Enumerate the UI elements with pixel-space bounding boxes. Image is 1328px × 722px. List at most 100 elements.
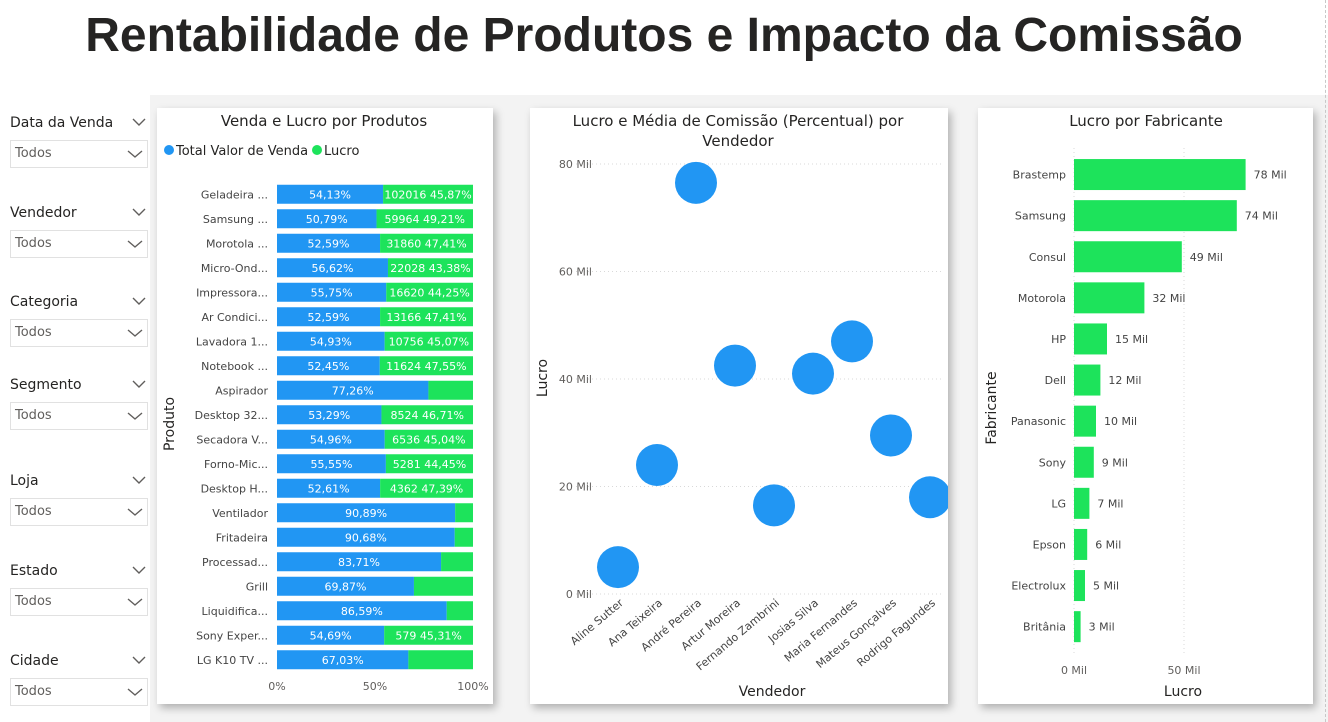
bar-lucro[interactable] bbox=[447, 601, 473, 620]
bar-lucro[interactable] bbox=[1074, 529, 1087, 560]
slicer-header[interactable]: Loja bbox=[10, 470, 148, 492]
category-label: Samsung bbox=[1015, 210, 1066, 223]
bar-lucro[interactable] bbox=[1074, 323, 1107, 354]
data-label-venda: 90,89% bbox=[345, 507, 387, 520]
data-label-venda: 52,59% bbox=[308, 311, 350, 324]
data-label-venda: 69,87% bbox=[324, 580, 366, 593]
bar-lucro[interactable] bbox=[408, 650, 473, 669]
bar-lucro[interactable] bbox=[1074, 570, 1085, 601]
slicer-label: Estado bbox=[10, 563, 58, 579]
lucro-comissao-chart: Lucro e Média de Comissão (Percentual) p… bbox=[530, 108, 948, 704]
data-label: 78 Mil bbox=[1254, 169, 1287, 182]
bar-lucro[interactable] bbox=[455, 528, 473, 547]
slicer-label: Cidade bbox=[10, 653, 59, 669]
slicer-dropdown[interactable]: Todos bbox=[10, 678, 148, 706]
bar-lucro[interactable] bbox=[441, 552, 473, 571]
slicer-header[interactable]: Estado bbox=[10, 560, 148, 582]
slicer-dropdown[interactable]: Todos bbox=[10, 319, 148, 347]
chevron-down-icon bbox=[127, 328, 143, 338]
bar-lucro[interactable] bbox=[1074, 406, 1096, 437]
slicer-header[interactable]: Data da Venda bbox=[10, 112, 148, 134]
scatter-point[interactable] bbox=[597, 546, 639, 588]
slicer-dropdown[interactable]: Todos bbox=[10, 588, 148, 616]
category-label: Aspirador bbox=[215, 384, 268, 397]
slicer-label: Data da Venda bbox=[10, 115, 113, 131]
data-label-venda: 54,13% bbox=[309, 188, 351, 201]
category-label: Micro-Ond... bbox=[201, 262, 268, 275]
data-label-venda: 54,69% bbox=[310, 629, 352, 642]
slicer-value: Todos bbox=[15, 594, 52, 609]
data-label-venda: 54,93% bbox=[310, 335, 352, 348]
chevron-down-icon[interactable] bbox=[132, 379, 146, 389]
category-label: Notebook ... bbox=[201, 360, 268, 373]
category-label: Impressora... bbox=[196, 286, 268, 299]
scatter-point[interactable] bbox=[636, 444, 678, 486]
chevron-down-icon[interactable] bbox=[132, 565, 146, 575]
bar-lucro[interactable] bbox=[1074, 611, 1081, 642]
bar-lucro[interactable] bbox=[455, 503, 473, 522]
bar-lucro[interactable] bbox=[428, 381, 473, 400]
bar-lucro[interactable] bbox=[1074, 282, 1144, 313]
category-label: Electrolux bbox=[1011, 580, 1066, 593]
scatter-point[interactable] bbox=[870, 414, 912, 456]
bar-lucro[interactable] bbox=[1074, 447, 1094, 478]
slicer-header[interactable]: Categoria bbox=[10, 291, 148, 313]
chevron-down-icon[interactable] bbox=[132, 475, 146, 485]
data-label-venda: 83,71% bbox=[338, 556, 380, 569]
chevron-down-icon[interactable] bbox=[132, 207, 146, 217]
chevron-down-icon bbox=[127, 687, 143, 697]
scatter-point[interactable] bbox=[714, 345, 756, 387]
data-label-lucro: 31860 47,41% bbox=[386, 237, 466, 250]
lucro-fabricante-chart: Lucro por Fabricante Fabricante Lucro 0 … bbox=[978, 108, 1313, 704]
data-label: 5 Mil bbox=[1093, 580, 1119, 593]
data-label-venda: 52,59% bbox=[308, 237, 350, 250]
scatter-point[interactable] bbox=[831, 320, 873, 362]
slicer-dropdown[interactable]: Todos bbox=[10, 140, 148, 168]
chevron-down-icon bbox=[127, 149, 143, 159]
slicer-dropdown[interactable]: Todos bbox=[10, 230, 148, 258]
chart-title: Venda e Lucro por Produtos bbox=[221, 112, 427, 130]
data-label-venda: 55,75% bbox=[311, 286, 353, 299]
data-label-venda: 52,61% bbox=[308, 482, 350, 495]
x-tick-50: 50% bbox=[363, 680, 387, 693]
slicer-dropdown[interactable]: Todos bbox=[10, 402, 148, 430]
category-label: Processad... bbox=[202, 556, 268, 569]
slicer-dropdown[interactable]: Todos bbox=[10, 498, 148, 526]
bar-lucro[interactable] bbox=[1074, 200, 1237, 231]
scatter-point[interactable] bbox=[909, 476, 948, 518]
slicer-label: Segmento bbox=[10, 377, 82, 393]
slicer-header[interactable]: Vendedor bbox=[10, 202, 148, 224]
chevron-down-icon[interactable] bbox=[132, 296, 146, 306]
data-label-lucro: 59964 49,21% bbox=[385, 213, 465, 226]
category-label: Fritadeira bbox=[216, 531, 268, 544]
legend-label-venda[interactable]: Total Valor de Venda bbox=[175, 144, 308, 159]
slicer-value: Todos bbox=[15, 684, 52, 699]
category-label: Britânia bbox=[1023, 621, 1066, 634]
legend-label-lucro[interactable]: Lucro bbox=[324, 144, 359, 159]
slicer-header[interactable]: Segmento bbox=[10, 374, 148, 396]
category-label: Desktop H... bbox=[201, 482, 268, 495]
bar-lucro[interactable] bbox=[1074, 488, 1089, 519]
slicer-estado: Estado Todos bbox=[10, 560, 148, 616]
category-label: Consul bbox=[1029, 251, 1066, 264]
chevron-down-icon[interactable] bbox=[132, 117, 146, 127]
data-label-lucro: 22028 43,38% bbox=[390, 262, 470, 275]
bar-lucro[interactable] bbox=[414, 577, 473, 596]
category-label: Forno-Mic... bbox=[204, 458, 268, 471]
chevron-down-icon[interactable] bbox=[132, 655, 146, 665]
scatter-point[interactable] bbox=[792, 353, 834, 395]
bar-lucro[interactable] bbox=[1074, 241, 1182, 272]
slicer-header[interactable]: Cidade bbox=[10, 650, 148, 672]
x-tick-0: 0% bbox=[268, 680, 285, 693]
bar-lucro[interactable] bbox=[1074, 365, 1100, 396]
category-label: Secadora V... bbox=[196, 433, 268, 446]
category-label: HP bbox=[1051, 333, 1066, 346]
scatter-point[interactable] bbox=[675, 162, 717, 204]
legend-marker-venda bbox=[164, 145, 174, 155]
slicer-value: Todos bbox=[15, 146, 52, 161]
category-label: Motorola bbox=[1018, 292, 1066, 305]
data-label-lucro: 102016 45,87% bbox=[384, 188, 471, 201]
scatter-point[interactable] bbox=[753, 484, 795, 526]
bar-lucro[interactable] bbox=[1074, 159, 1246, 190]
